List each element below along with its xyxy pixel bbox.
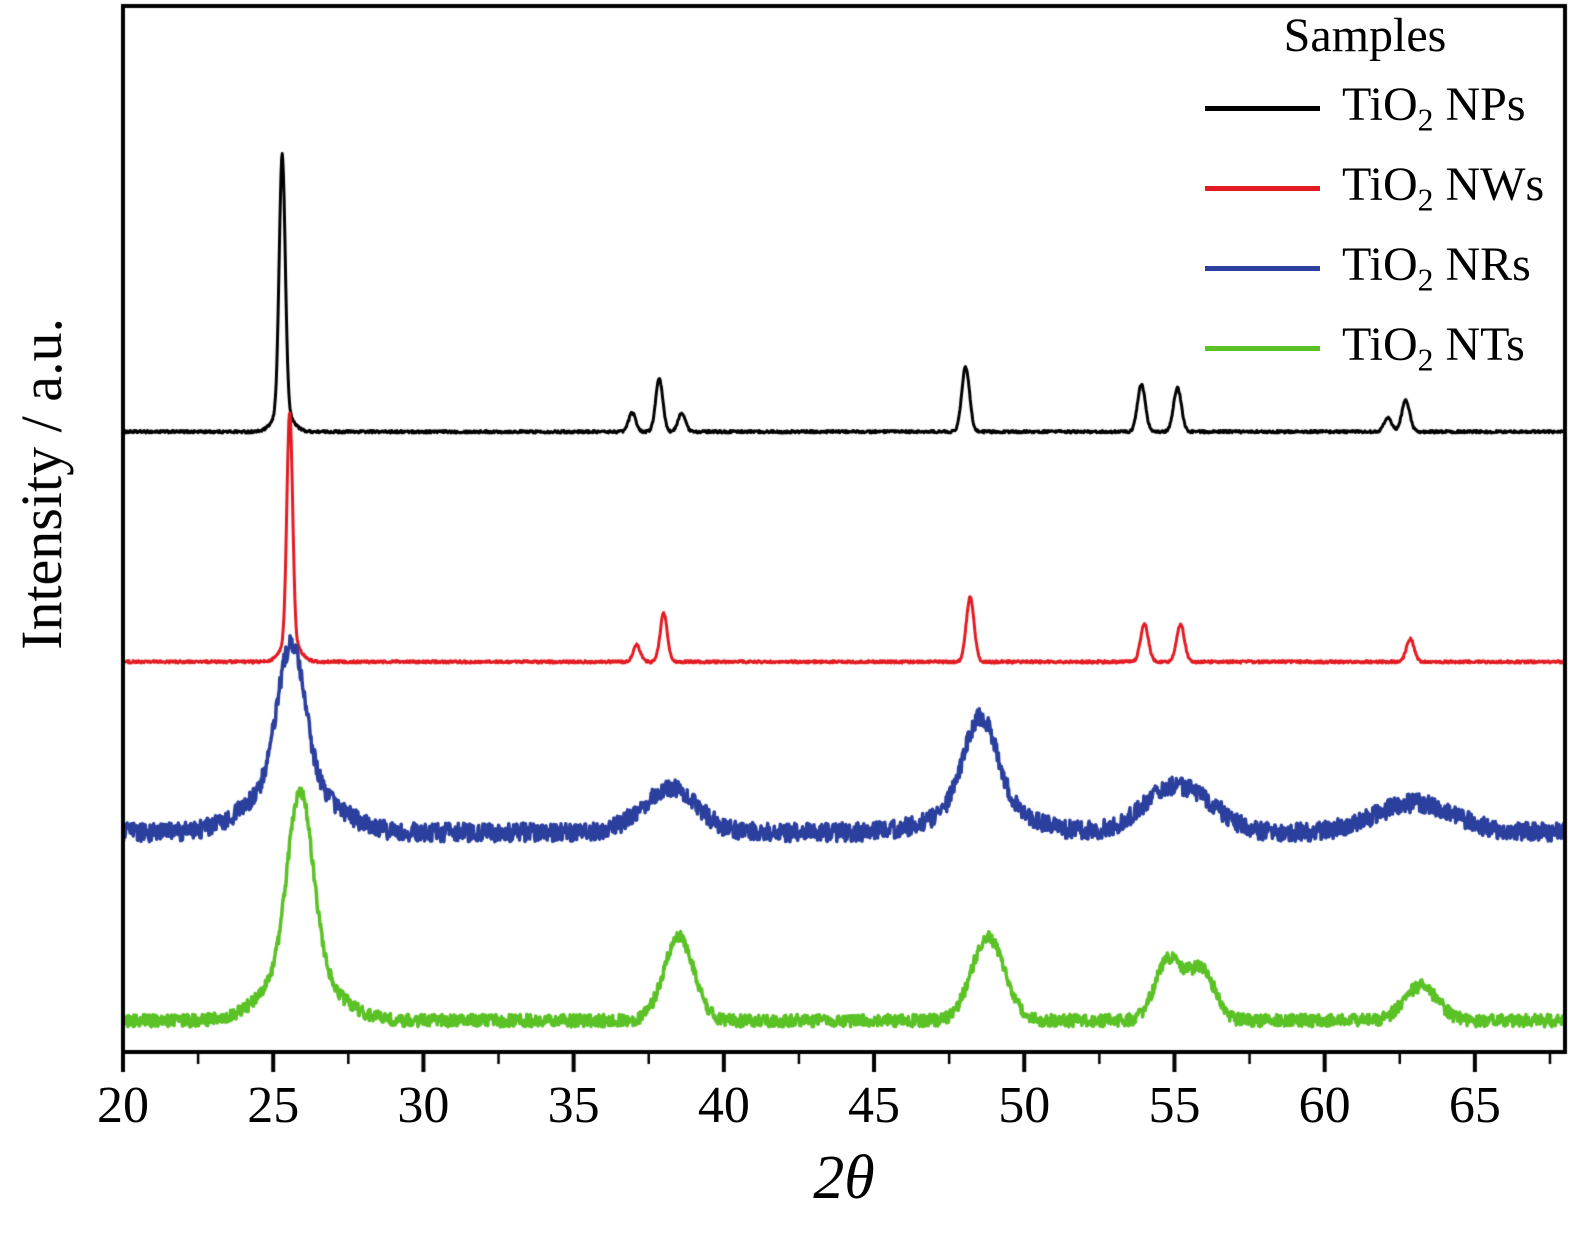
legend-title: Samples [1283, 9, 1447, 62]
legend-line-swatch [1205, 185, 1320, 191]
legend: Samples TiO2 NPs TiO2 NWs TiO2 NRs TiO2 NTs [1205, 4, 1573, 388]
legend-line-swatch [1205, 345, 1320, 351]
x-tick-label: 20 [97, 1077, 149, 1134]
y-axis-label: Intensity / a.u. [9, 318, 74, 650]
x-axis-label: 2θ [813, 1144, 875, 1212]
legend-line-swatch [1205, 105, 1320, 111]
legend-label: TiO2 NPs [1342, 78, 1526, 138]
x-tick-label: 25 [247, 1077, 300, 1134]
legend-item: TiO2 NTs [1205, 308, 1573, 388]
legend-item: TiO2 NRs [1205, 228, 1573, 308]
legend-label: TiO2 NRs [1342, 238, 1531, 298]
x-tick-label: 30 [397, 1077, 450, 1134]
x-tick-label: 50 [998, 1077, 1051, 1134]
x-tick-label: 45 [848, 1077, 901, 1134]
x-tick-label: 60 [1298, 1077, 1351, 1134]
legend-label: TiO2 NWs [1342, 158, 1545, 218]
legend-item: TiO2 NPs [1205, 68, 1573, 148]
x-tick-labels: 20 25 30 35 40 45 50 55 60 65 [0, 1076, 1575, 1138]
legend-items: TiO2 NPs TiO2 NWs TiO2 NRs TiO2 NTs [1205, 68, 1573, 388]
legend-label: TiO2 NTs [1342, 318, 1525, 378]
x-tick-label: 65 [1448, 1077, 1501, 1134]
x-tick-label: 55 [1148, 1077, 1201, 1134]
x-tick-label: 40 [697, 1077, 750, 1134]
legend-line-swatch [1205, 265, 1320, 271]
x-tick-label: 35 [547, 1077, 600, 1134]
legend-item: TiO2 NWs [1205, 148, 1573, 228]
